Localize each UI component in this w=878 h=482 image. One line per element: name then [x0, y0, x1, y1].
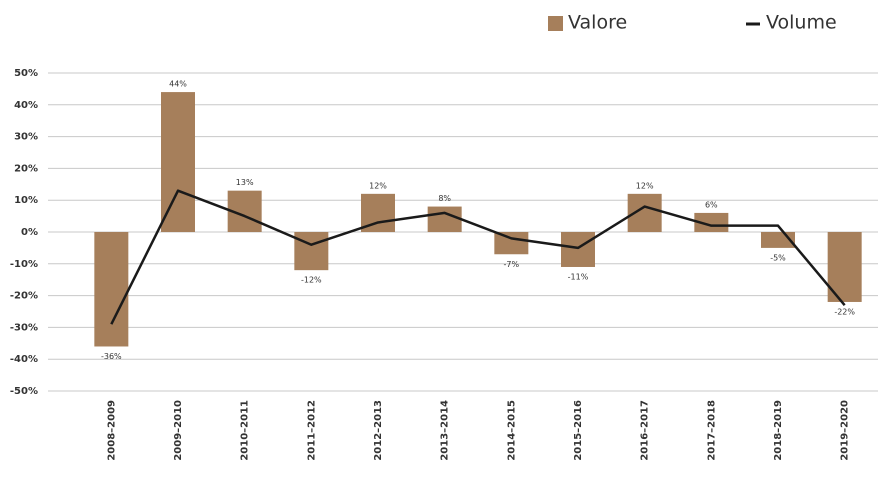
x-tick-label: 2018–2019: [773, 400, 784, 461]
y-tick-label: 50%: [14, 68, 38, 79]
y-tick-label: 20%: [14, 163, 38, 174]
legend-swatch: [548, 16, 563, 31]
y-tick-label: -50%: [10, 386, 38, 397]
value-label: 12%: [636, 181, 654, 190]
value-label: 44%: [169, 80, 187, 89]
bar: [561, 232, 595, 267]
x-tick-label: 2017–2018: [706, 400, 717, 461]
y-tick-label: -30%: [10, 322, 38, 333]
bar: [427, 206, 462, 232]
value-label: 8%: [438, 194, 451, 203]
y-tick-label: 0%: [21, 227, 38, 238]
x-tick-label: 2010–2011: [240, 400, 251, 461]
value-label: -7%: [504, 260, 520, 269]
x-tick-label: 2015–2016: [573, 400, 584, 461]
line: [110, 189, 846, 325]
y-tick-label: -10%: [10, 259, 38, 270]
value-label: -11%: [568, 272, 589, 281]
y-tick-label: 30%: [14, 132, 38, 143]
value-label: -22%: [834, 307, 855, 316]
bar: [161, 92, 195, 232]
bar: [94, 232, 129, 347]
value-label: -36%: [101, 352, 122, 361]
value-label: 6%: [705, 200, 718, 209]
x-tick-label: 2009–2010: [173, 400, 184, 461]
y-tick-label: 10%: [14, 195, 38, 206]
y-tick-label: -40%: [10, 354, 38, 365]
value-label: 13%: [236, 178, 254, 187]
x-tick-label: 2014–2015: [506, 400, 517, 461]
value-label: -5%: [770, 253, 786, 262]
bar: [494, 232, 529, 255]
x-tick-label: 2008–2009: [106, 400, 117, 461]
x-tick-label: 2019–2020: [840, 400, 851, 461]
x-tick-label: 2016–2017: [640, 400, 651, 461]
y-tick-label: 40%: [14, 100, 38, 111]
x-tick-label: 2011–2012: [306, 400, 317, 461]
y-tick-label: -20%: [10, 291, 38, 302]
bar: [694, 212, 729, 232]
value-label: 12%: [369, 181, 387, 190]
legend-label: Volume: [766, 12, 837, 34]
legend-label: Valore: [568, 12, 627, 34]
bar: [294, 232, 329, 271]
x-tick-label: 2012–2013: [373, 400, 384, 461]
value-label: -12%: [301, 276, 322, 285]
x-tick-label: 2013–2014: [440, 400, 451, 461]
